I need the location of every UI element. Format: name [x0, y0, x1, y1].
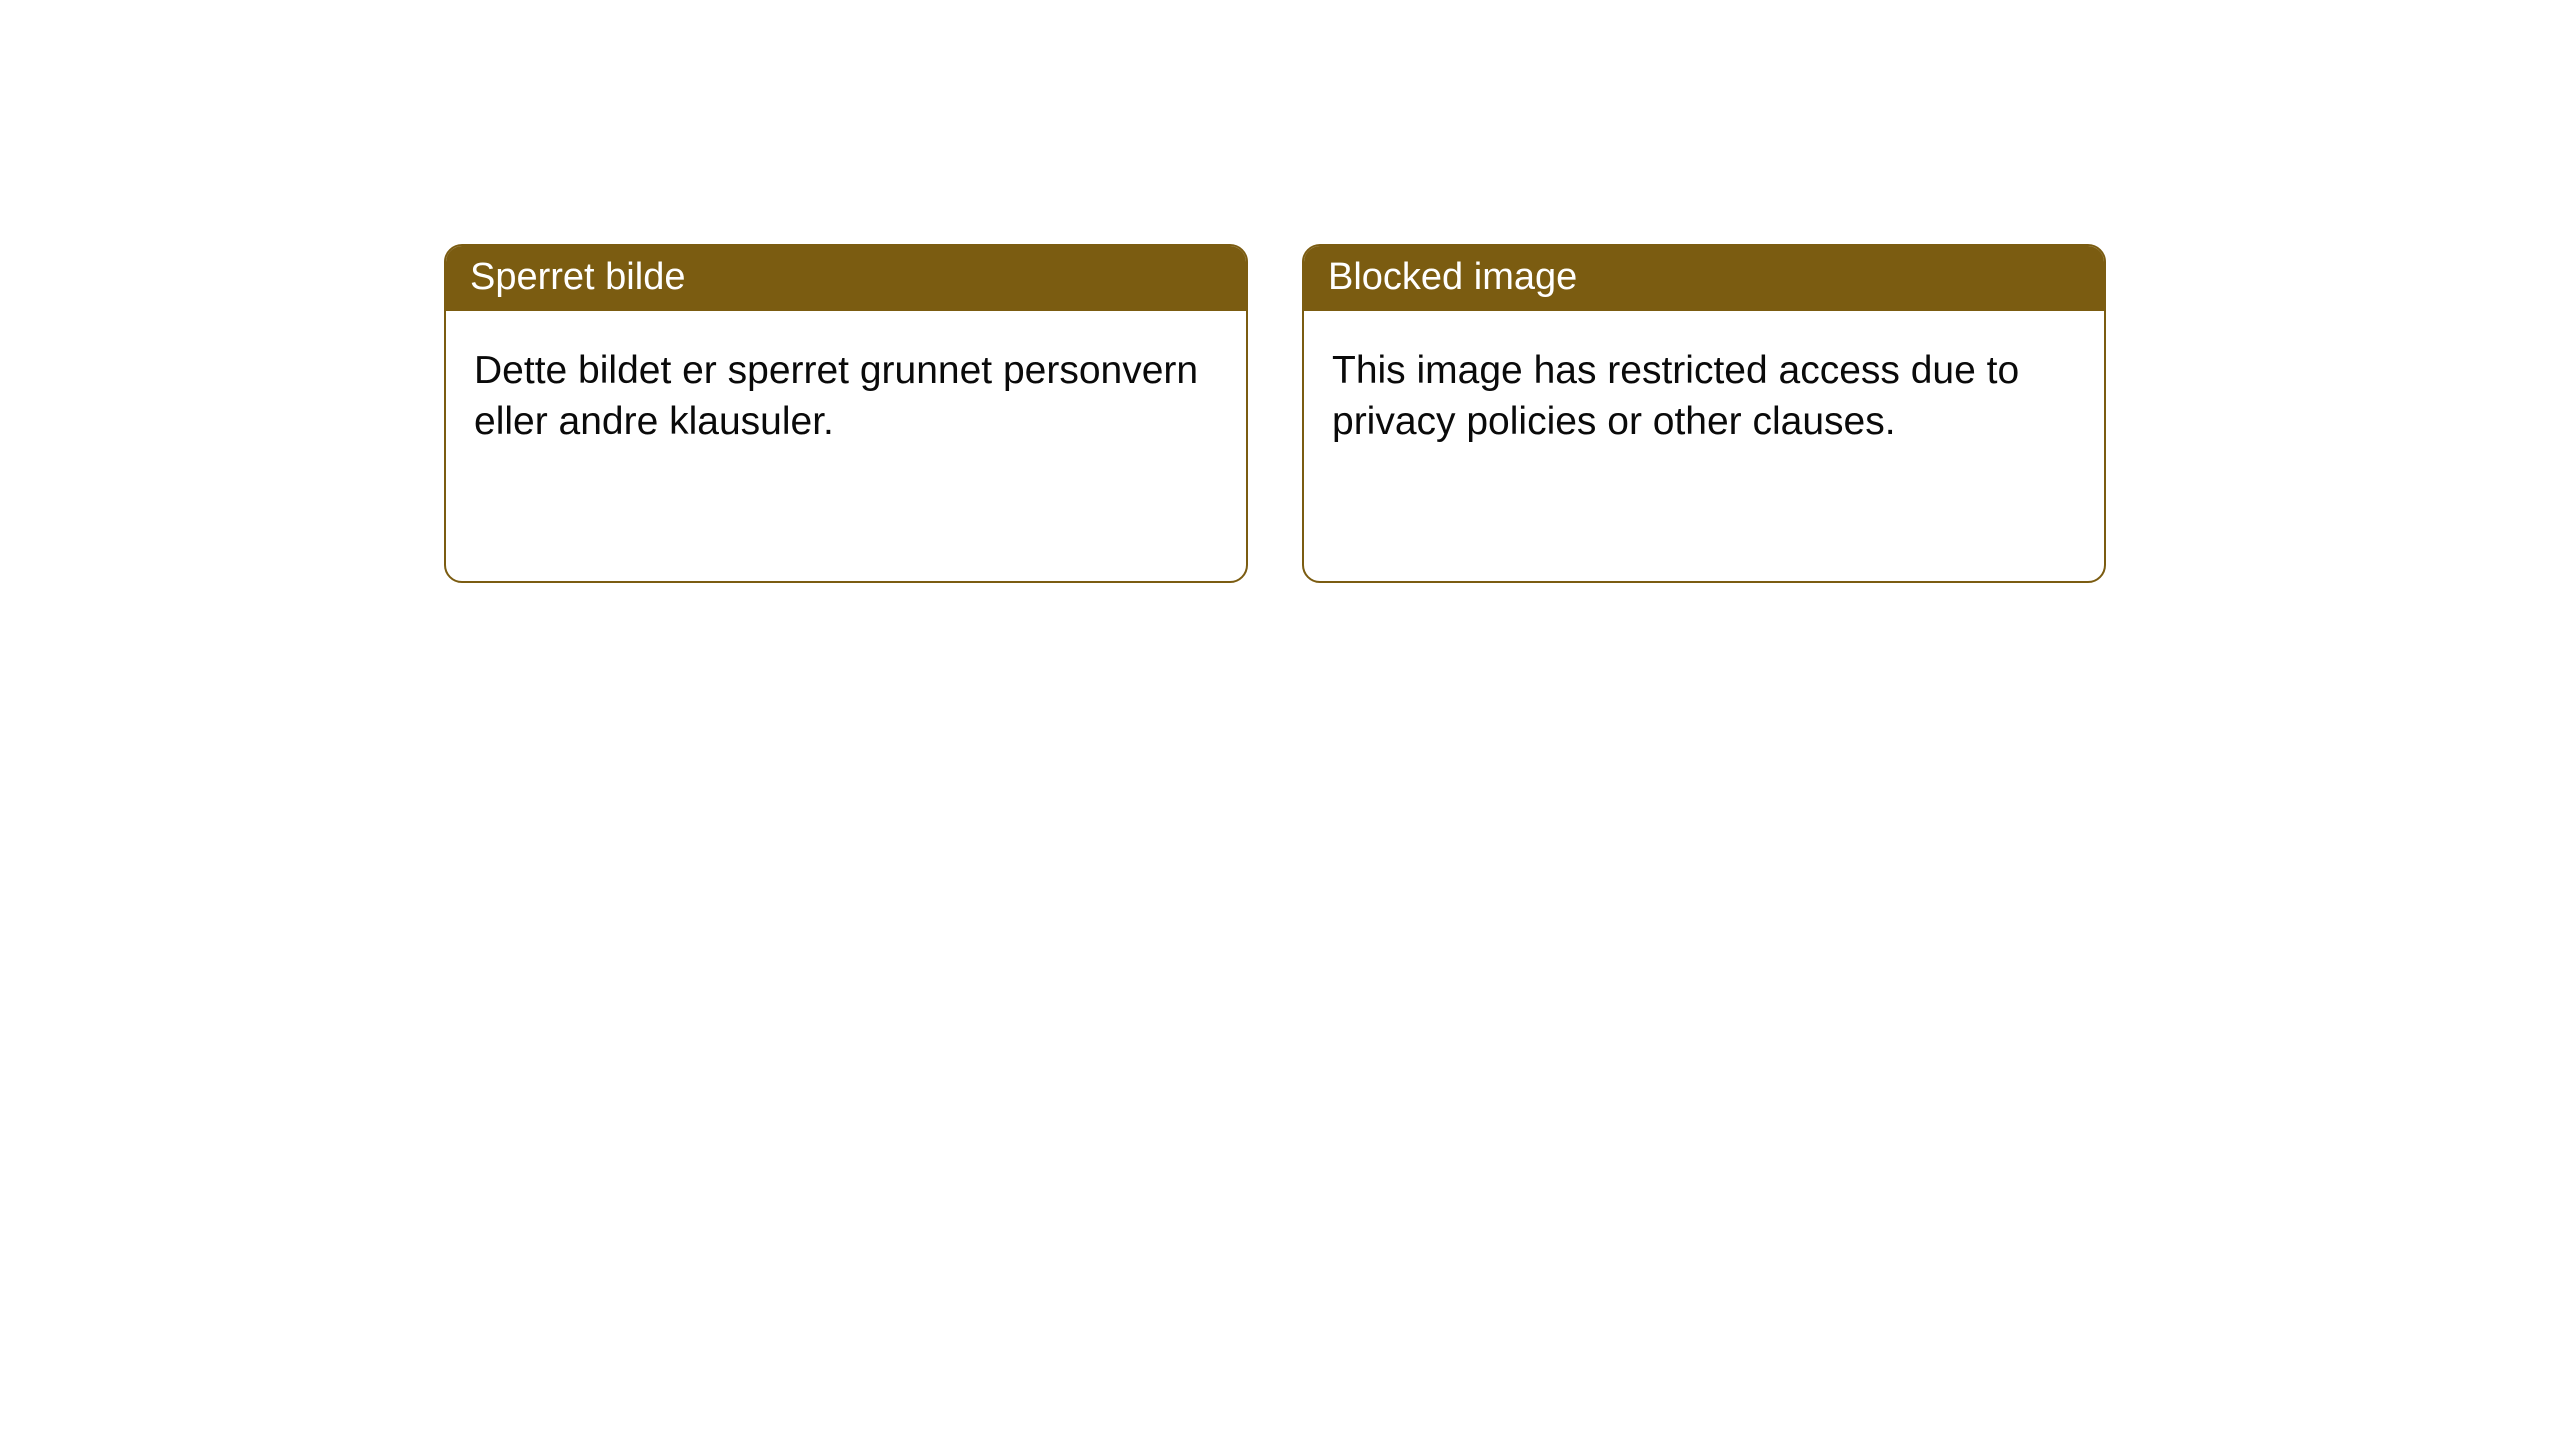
notice-body-no: Dette bildet er sperret grunnet personve…: [446, 311, 1246, 581]
notice-title-no: Sperret bilde: [446, 246, 1246, 311]
notice-title-en: Blocked image: [1304, 246, 2104, 311]
notice-card-no: Sperret bilde Dette bildet er sperret gr…: [444, 244, 1248, 583]
notice-body-en: This image has restricted access due to …: [1304, 311, 2104, 581]
notice-cards-row: Sperret bilde Dette bildet er sperret gr…: [0, 0, 2560, 583]
notice-card-en: Blocked image This image has restricted …: [1302, 244, 2106, 583]
